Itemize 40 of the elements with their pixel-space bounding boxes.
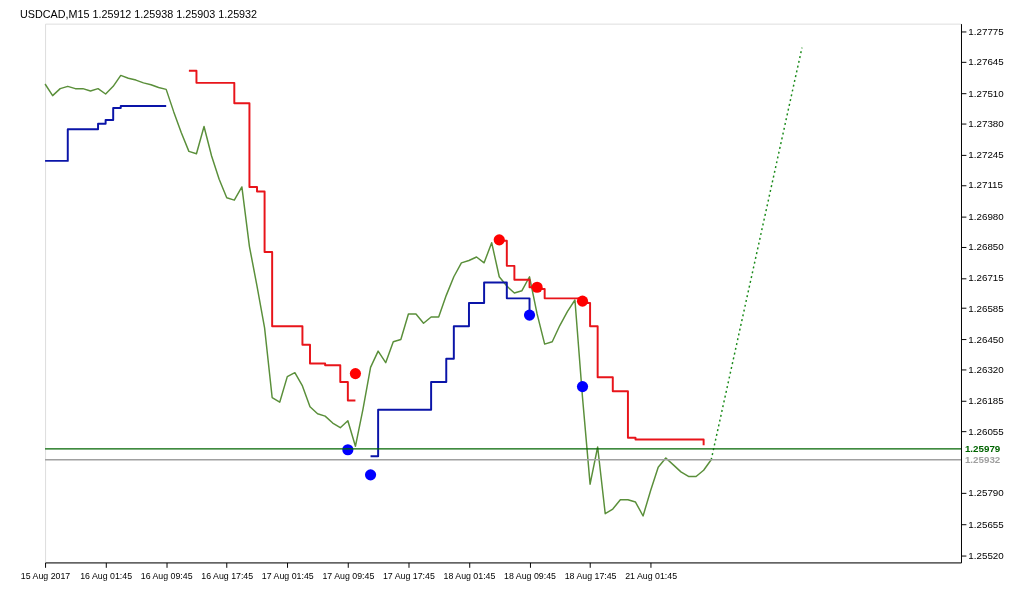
y-tick-label: 1.27245	[968, 149, 1005, 161]
y-tick-label: 1.25790	[968, 487, 1005, 499]
x-tick-label: 18 Aug 01:45	[443, 570, 496, 581]
y-tick-label: 1.27380	[968, 117, 1005, 129]
ref-line-label: 1.25932	[964, 453, 1001, 465]
y-tick-label: 1.25520	[968, 549, 1005, 561]
y-tick-label: 1.25655	[968, 518, 1005, 530]
point	[523, 309, 536, 321]
y-tick-label: 1.27645	[968, 56, 1005, 68]
point	[531, 281, 543, 293]
x-tick-label: 17 Aug 01:45	[261, 570, 314, 581]
x-tick-label: 21 Aug 01:45	[625, 570, 678, 581]
y-tick-label: 1.26850	[968, 241, 1005, 253]
y-tick-label: 1.26980	[968, 210, 1005, 222]
y-tick-label: 1.26055	[968, 425, 1005, 437]
x-tick-label: 17 Aug 17:45	[382, 570, 435, 581]
y-tick-label: 1.26585	[968, 302, 1005, 314]
line-series	[44, 74, 712, 517]
point	[576, 381, 589, 393]
point	[349, 368, 362, 380]
x-tick-label: 16 Aug 01:45	[80, 570, 133, 581]
x-tick-label: 16 Aug 09:45	[140, 570, 193, 581]
ref-line-label: 1.25979	[964, 442, 1001, 454]
y-tick-label: 1.26715	[968, 272, 1005, 284]
chart-title: USDCAD,M15 1.25912 1.25938 1.25903 1.25932	[20, 7, 258, 20]
y-tick-label: 1.26185	[968, 395, 1005, 407]
y-tick-label: 1.26320	[968, 364, 1005, 376]
point	[364, 469, 377, 481]
y-tick-label: 1.26450	[968, 333, 1005, 345]
y-tick-label: 1.27775	[968, 26, 1005, 38]
x-tick-label: 17 Aug 09:45	[322, 570, 375, 581]
y-tick-label: 1.27115	[968, 179, 1004, 191]
line-series	[710, 46, 803, 461]
point	[576, 295, 589, 307]
point	[493, 234, 505, 246]
x-tick-label: 18 Aug 09:45	[504, 570, 557, 581]
x-tick-label: 16 Aug 17:45	[201, 570, 254, 581]
x-tick-label: 18 Aug 17:45	[564, 570, 617, 581]
x-tick-label: 15 Aug 2017	[20, 570, 71, 581]
y-tick-label: 1.27510	[968, 87, 1005, 99]
